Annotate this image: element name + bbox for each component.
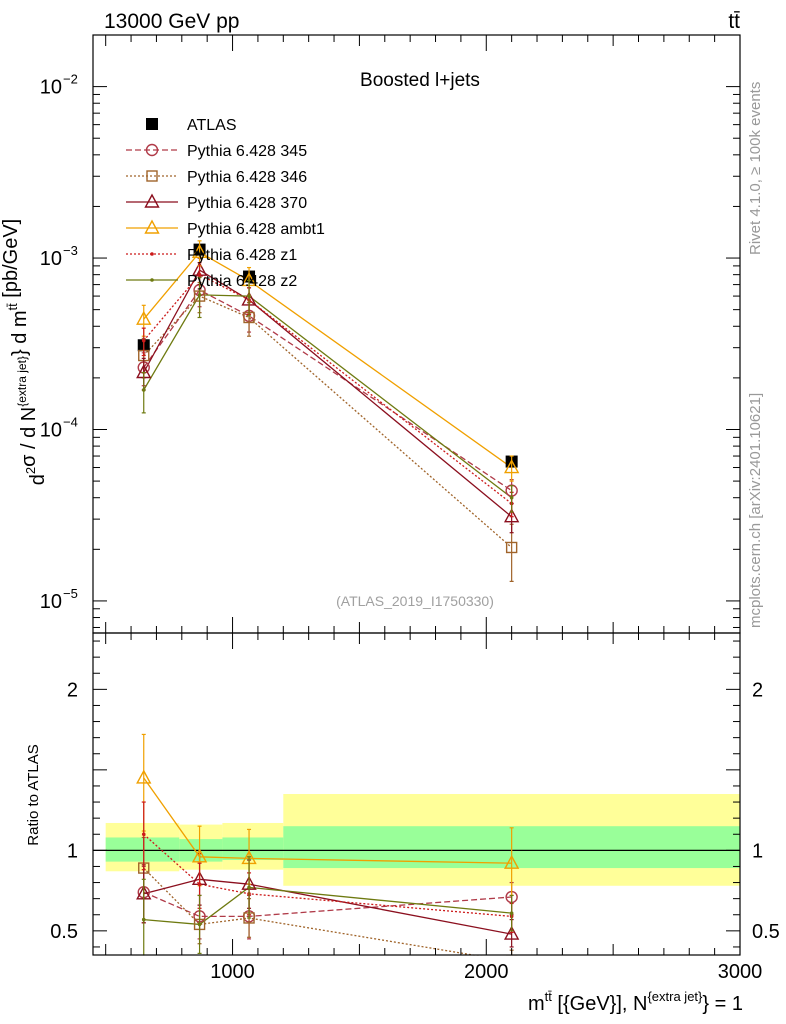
legend-label-pythia-6-428-345: Pythia 6.428 345 — [187, 143, 307, 160]
legend-label-atlas: ATLAS — [187, 117, 237, 134]
x-tick-label: 1000 — [210, 961, 255, 983]
rivet-label: Rivet 4.1.0, ≥ 100k events — [747, 82, 764, 255]
legend-marker-pythia-6-428-345 — [145, 143, 159, 157]
ratio-pythia-6-428-345-line — [143, 891, 512, 918]
ratio-y-tick-label-right: 0.5 — [752, 921, 780, 943]
pythia-6-428-ambt1-point — [503, 459, 520, 474]
pythia-6-428-370-point — [503, 508, 520, 523]
ratio-pythia-6-428-346-line — [143, 867, 512, 963]
x-axis-label: mtt̄ [{GeV}], N{extra jet}} = 1 — [528, 989, 743, 1015]
main-y-tick-exponent: −2 — [63, 72, 78, 87]
pythia-6-428-z2-line — [143, 294, 512, 499]
main-y-tick-label: 10 — [40, 77, 62, 99]
pythia-6-428-z2-point — [197, 293, 202, 297]
legend-marker-pythia-6-428-z1 — [150, 252, 154, 256]
pythia-6-428-345-line — [143, 289, 512, 492]
ratio-y-tick-label-left: 1 — [67, 840, 78, 862]
main-y-tick-exponent: −3 — [63, 243, 78, 258]
watermark: (ATLAS_2019_I1750330) — [336, 593, 494, 609]
ratio-pythia-6-428-ambt1-line — [143, 777, 512, 864]
ratio-pythia-6-428-z2-point — [141, 917, 146, 922]
main-panel: Boosted l+jets (ATLAS_2019_I1750330) 10−… — [0, 34, 741, 634]
legend-label-pythia-6-428-z1: Pythia 6.428 z1 — [187, 247, 297, 264]
legend-marker-pythia-6-428-ambt1 — [144, 219, 160, 234]
ratio-y-axis-label: Ratio to ATLAS — [25, 744, 42, 845]
legend-marker-pythia-6-428-z2 — [150, 278, 154, 282]
ratio-clip-bottom — [92, 955, 741, 1024]
pythia-6-428-370-line — [143, 269, 513, 518]
pythia-6-428-346-line — [143, 295, 513, 548]
header-right: tt̄ — [728, 10, 740, 33]
uncertainty-band-green — [222, 837, 284, 861]
main-y-tick-exponent: −4 — [63, 414, 78, 429]
ratio-frame — [92, 632, 741, 956]
ratio-pythia-6-428-z1-point — [141, 832, 146, 837]
ratio-pythia-6-428-z2-point — [197, 922, 202, 927]
pythia-6-428-ambt1-point — [136, 310, 152, 325]
x-tick-label: 3000 — [718, 961, 763, 983]
ratio-y-tick-label-right: 2 — [752, 679, 763, 701]
pythia-6-428-z1-point — [197, 272, 202, 277]
main-y-tick-label: 10 — [40, 419, 62, 441]
ratio-pythia-6-428-ambt1-point — [503, 854, 520, 869]
ratio-pythia-6-428-z2-point — [509, 911, 514, 915]
main-y-tick-label: 10 — [40, 591, 62, 613]
main-y-tick-exponent: −5 — [63, 586, 78, 601]
legend-label-pythia-6-428-ambt1: Pythia 6.428 ambt1 — [187, 221, 325, 238]
legend-label-pythia-6-428-346: Pythia 6.428 346 — [187, 169, 307, 186]
legend: ATLAS Pythia 6.428 345 Pythia 6.428 346 Pyt… — [126, 117, 325, 290]
ratio-pythia-6-428-370-line — [143, 878, 512, 935]
legend-marker-atlas — [146, 118, 158, 130]
ratio-y-tick-label-right: 1 — [752, 840, 763, 862]
legend-label-pythia-6-428-370: Pythia 6.428 370 — [187, 195, 307, 212]
ratio-pythia-6-428-z2-point — [247, 885, 251, 890]
main-title: Boosted l+jets — [360, 70, 480, 91]
ratio-pythia-6-428-ambt1-point — [136, 769, 152, 784]
uncertainty-band-green — [105, 837, 180, 862]
ratio-pythia-6-428-370-point — [503, 925, 520, 940]
pythia-6-428-z1-point — [141, 338, 146, 343]
ratio-y-tick-label-left: 0.5 — [50, 921, 78, 943]
ratio-y-tick-label-left: 2 — [67, 679, 78, 701]
pythia-6-428-ambt1-point — [191, 243, 208, 259]
ratio-pythia-6-428-z1-line — [143, 833, 512, 918]
ratio-pythia-6-428-ambt1-point — [191, 848, 208, 863]
pythia-6-428-z2-point — [509, 495, 514, 500]
legend-marker-pythia-6-428-370 — [144, 193, 160, 208]
pythia-6-428-z2-point — [141, 388, 146, 392]
pythia-6-428-z2-point — [247, 294, 251, 298]
pythia-6-428-ambt1-line — [143, 251, 512, 469]
pythia-6-428-346-point — [505, 541, 518, 554]
main-y-axis-label: d2σ / d N{extra jet}} d mtt̄ [pb/GeV] — [0, 219, 49, 486]
header-left: 13000 GeV pp — [104, 10, 239, 33]
pythia-6-428-z1-line — [143, 273, 512, 505]
ratio-panel: 0.5 0.5 1 1 2 2 1000 2000 3000 Ratio to ATLAS mt… — [25, 632, 780, 1024]
ratio-pythia-6-428-z2-line — [143, 886, 512, 926]
mcplots-label: mcplots.cern.ch [arXiv:2401.10621] — [747, 393, 764, 628]
legend-label-pythia-6-428-z2: Pythia 6.428 z2 — [187, 273, 297, 290]
ratio-pythia-6-428-z1-point — [197, 882, 202, 886]
x-tick-label: 2000 — [464, 961, 509, 983]
main-y-tick-label: 10 — [40, 248, 62, 270]
legend-marker-pythia-6-428-346 — [146, 170, 158, 182]
